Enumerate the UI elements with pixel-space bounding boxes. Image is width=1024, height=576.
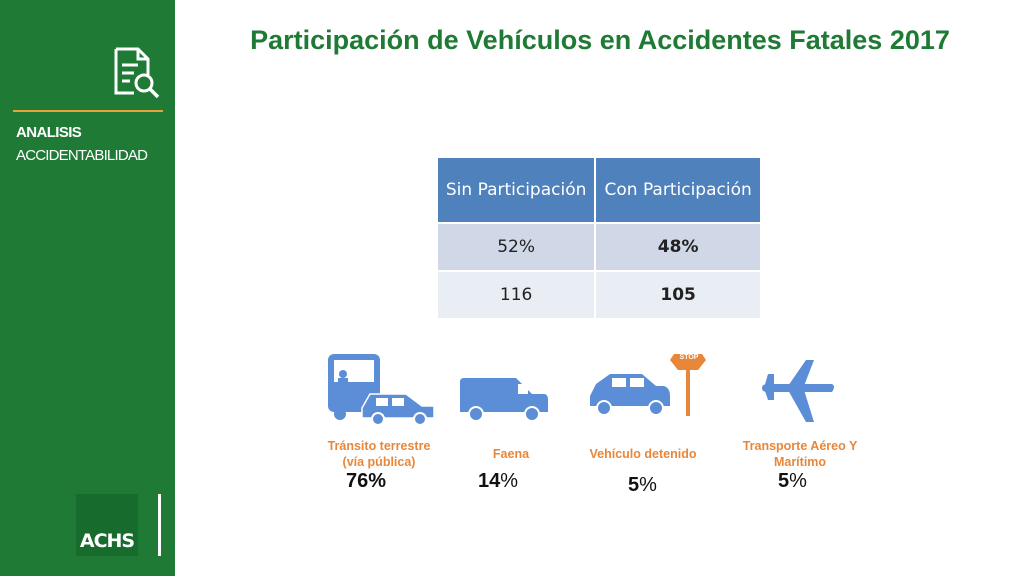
percent-faena-sign: %	[500, 470, 519, 492]
achs-logo: ACHS	[76, 494, 138, 556]
document-search-icon	[114, 47, 160, 99]
percent-faena: 14%	[478, 470, 518, 493]
stopped-car-icon	[590, 354, 706, 416]
header-con-participacion: Con Participación	[594, 156, 762, 224]
header-sin-participacion: Sin Participación	[435, 156, 597, 224]
cell-con-percent: 48%	[594, 222, 762, 272]
label-transporte-aereo: Transporte Aéreo Y Marítimo	[742, 439, 858, 469]
cell-sin-count: 116	[435, 270, 597, 320]
percent-detenido-value: 5	[628, 474, 640, 496]
bus-car-icon	[328, 354, 435, 426]
label-transito: Tránsito terrestre (vía pública)	[327, 439, 431, 469]
participation-table: Sin Participación Con Participación 52% …	[435, 156, 762, 320]
logo-divider	[158, 494, 161, 556]
sidebar-divider	[13, 110, 163, 112]
cell-sin-percent: 52%	[435, 222, 597, 272]
stop-sign-text: STOP	[679, 354, 699, 361]
van-icon	[460, 378, 548, 422]
airplane-icon	[762, 360, 834, 422]
percent-transito-sign: %	[368, 470, 387, 492]
percent-aereo-value: 5	[778, 470, 790, 492]
percent-aereo-sign: %	[789, 470, 807, 492]
label-vehiculo-detenido: Vehículo detenido	[589, 447, 697, 461]
page-title: Participación de Vehículos en Accidentes…	[250, 25, 950, 55]
label-faena: Faena	[492, 447, 530, 461]
section-title: ANALISIS	[16, 124, 82, 141]
percent-transito: 76%	[346, 470, 386, 493]
percent-vehiculo-detenido: 5%	[628, 474, 657, 497]
percent-detenido-sign: %	[639, 474, 657, 496]
percent-transporte-aereo: 5%	[778, 470, 807, 493]
cell-con-count: 105	[594, 270, 762, 320]
percent-transito-value: 76	[346, 470, 369, 492]
section-subtitle: ACCIDENTABILIDAD	[16, 147, 148, 164]
sidebar: ANALISIS ACCIDENTABILIDAD ACHS	[0, 0, 175, 576]
percent-faena-value: 14	[478, 470, 501, 492]
